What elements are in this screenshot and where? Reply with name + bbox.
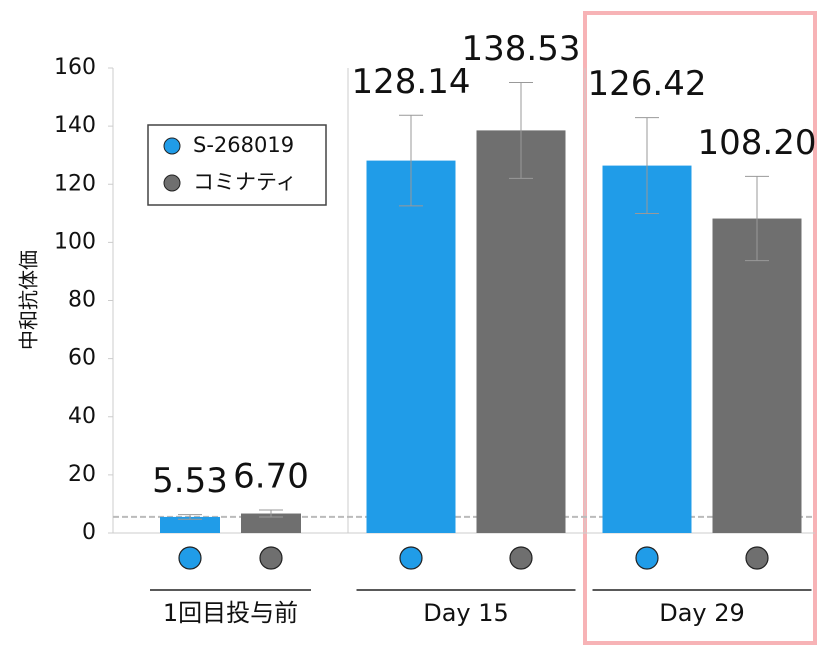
- y-tick-label: 0: [82, 520, 96, 545]
- value-label: 126.42: [588, 64, 707, 104]
- y-axis-label: 中和抗体価: [17, 250, 41, 350]
- bar: [476, 130, 566, 533]
- x-tick-label: Day 29: [659, 599, 745, 627]
- value-label: 5.53: [152, 461, 228, 501]
- bar: [712, 218, 802, 533]
- y-tick-label: 140: [54, 113, 96, 138]
- y-tick-label: 40: [68, 404, 96, 429]
- legend-box: [147, 124, 327, 206]
- legend-label: コミナティ: [193, 170, 297, 194]
- series-marker: [745, 546, 769, 570]
- legend-label: S-268019: [193, 133, 294, 157]
- value-label: 108.20: [698, 123, 817, 163]
- y-tick-label: 80: [68, 288, 96, 313]
- x-tick-label: 1回目投与前: [163, 599, 298, 627]
- x-tick-label: Day 15: [423, 599, 509, 627]
- bar: [241, 513, 301, 533]
- series-marker: [178, 546, 202, 570]
- legend-marker: [163, 137, 181, 155]
- value-label: 128.14: [352, 62, 471, 102]
- y-tick-label: 60: [68, 346, 96, 371]
- series-marker: [399, 546, 423, 570]
- value-label: 138.53: [462, 29, 581, 69]
- y-tick-label: 160: [54, 55, 96, 80]
- legend-marker: [163, 174, 181, 192]
- bar: [602, 165, 692, 534]
- value-label: 6.70: [233, 457, 309, 497]
- bar: [366, 160, 456, 533]
- y-tick-label: 120: [54, 171, 96, 196]
- y-tick-label: 100: [54, 229, 96, 254]
- bar: [160, 516, 220, 533]
- series-marker: [259, 546, 283, 570]
- series-marker: [509, 546, 533, 570]
- y-tick-label: 20: [68, 462, 96, 487]
- series-marker: [635, 546, 659, 570]
